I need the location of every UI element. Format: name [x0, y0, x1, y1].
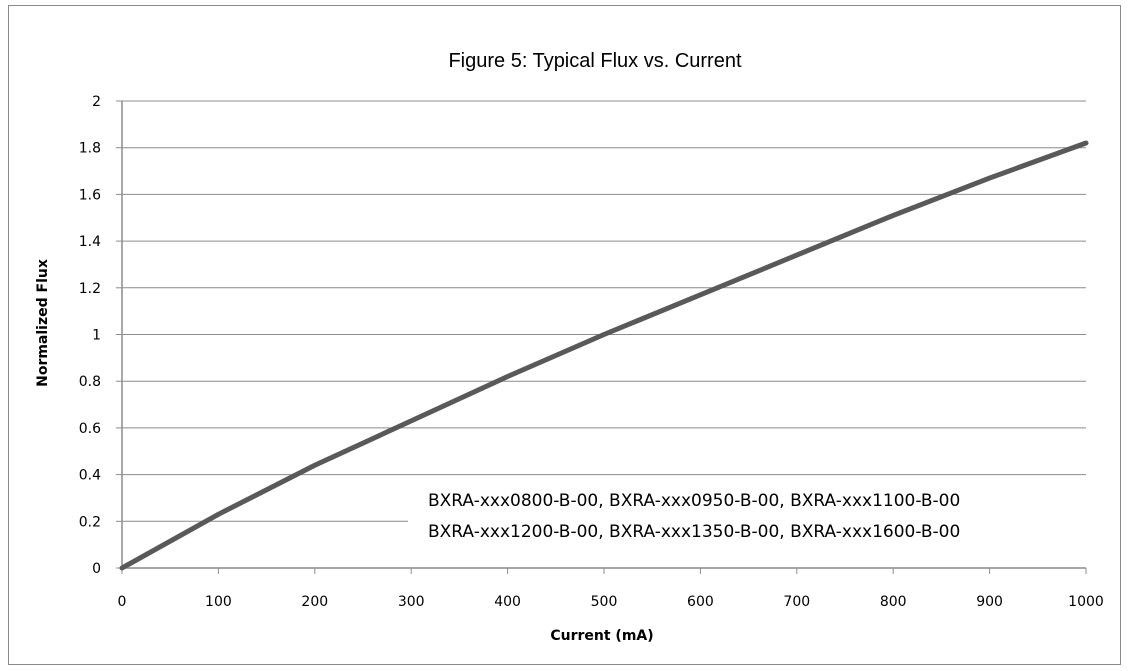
annotation-backdrop: [408, 476, 1098, 550]
y-tick-label: 1.6: [79, 187, 101, 203]
x-tick-label: 200: [301, 594, 328, 610]
x-tick-label: 800: [880, 594, 907, 610]
x-tick-label: 300: [398, 594, 425, 610]
x-tick-label: 0: [118, 594, 127, 610]
x-tick-label: 400: [494, 594, 521, 610]
series-layer: [119, 140, 1089, 571]
annotation-line-2: BXRA-xxx1200-B-00, BXRA-xxx1350-B-00, BX…: [428, 522, 960, 542]
y-tick-label: 0.6: [79, 421, 101, 437]
y-tick-label: 0: [92, 561, 101, 577]
x-axis-label: Current (mA): [550, 628, 653, 644]
x-tick-label: 100: [205, 594, 232, 610]
y-tick-label: 0.8: [79, 374, 101, 390]
x-tick-label: 900: [976, 594, 1003, 610]
flux-series-line: [119, 140, 1089, 571]
y-tick-label: 2: [92, 94, 101, 110]
y-tick-label: 1.2: [79, 281, 101, 297]
x-tick-label: 1000: [1068, 594, 1104, 610]
x-tick-label: 700: [783, 594, 810, 610]
y-tick-label: 1: [92, 328, 101, 344]
y-tick-label: 0.2: [79, 514, 101, 530]
y-tick-label: 0.4: [79, 468, 101, 484]
x-tick-label: 500: [591, 594, 618, 610]
annotation-line-1: BXRA-xxx0800-B-00, BXRA-xxx0950-B-00, BX…: [428, 491, 960, 511]
tick-layer: 0 0.2 0.4 0.6 0.8 1 1.2 1.4 1.6 1.8 2 0 100 200 300 400…: [79, 94, 1104, 610]
y-tick-label: 1.4: [79, 234, 101, 250]
y-tick-label: 1.8: [79, 141, 101, 157]
chart-title: Figure 5: Typical Flux vs. Current: [448, 50, 742, 72]
x-tick-label: 600: [687, 594, 714, 610]
grid-layer: [116, 100, 1087, 574]
y-axis-label: Normalized Flux: [35, 259, 51, 387]
